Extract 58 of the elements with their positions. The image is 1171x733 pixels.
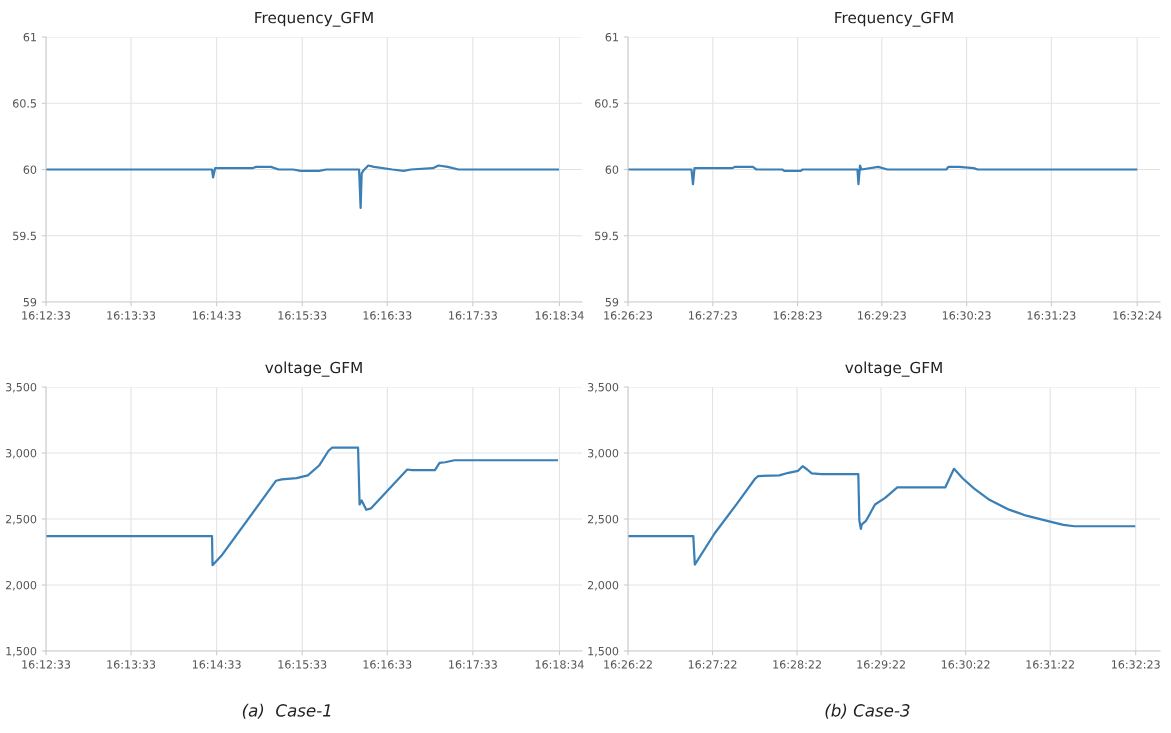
x-tick-label: 16:16:33: [363, 660, 412, 669]
x-tick-label: 16:28:23: [773, 311, 822, 320]
line-series: [46, 446, 558, 567]
x-tick-label: 16:31:22: [1026, 660, 1074, 669]
y-tick-label: 3,000: [588, 448, 619, 459]
y-tick-label: 59: [23, 297, 37, 307]
text: (a) Case-1: [242, 703, 331, 719]
x-tick-label: 16:17:33: [449, 311, 497, 320]
line-series: [628, 164, 1138, 186]
x-tick-label: 16:26:23: [604, 311, 653, 320]
y-tick-label: 3,500: [588, 382, 619, 393]
x-tick-label: 16:12:33: [22, 660, 71, 669]
text: (b) Case-3: [825, 703, 910, 719]
chart-title: voltage_GFM: [845, 361, 942, 377]
y-tick-label: 2,000: [587, 580, 619, 591]
chart-title: Frequency_GFM: [835, 11, 953, 27]
y-tick-label: 2,500: [587, 514, 619, 525]
y-tick-label: 3,500: [6, 382, 37, 393]
y-tick-label: 3,000: [6, 448, 37, 459]
y-tick-label: 2,500: [5, 514, 37, 525]
x-tick-label: 16:30:22: [941, 660, 990, 669]
y-tick-label: 2,000: [5, 580, 37, 591]
y-tick-label: 61: [605, 32, 618, 42]
x-tick-label: 16:30:23: [942, 311, 991, 320]
x-tick-label: 16:13:33: [107, 660, 156, 669]
x-tick-label: 16:16:33: [363, 311, 412, 320]
y-tick-label: 59.5: [595, 231, 618, 241]
y-tick-label: 60.5: [595, 99, 618, 108]
line-series: [628, 465, 1136, 566]
y-tick-label: 60: [605, 165, 619, 174]
x-tick-label: 16:32:23: [1111, 660, 1160, 669]
x-tick-label: 16:29:22: [857, 660, 905, 669]
x-tick-label: 16:15:33: [278, 311, 327, 320]
x-tick-label: 16:14:33: [192, 311, 241, 320]
y-tick-label: 59.5: [13, 231, 36, 241]
x-tick-label: 16:31:23: [1027, 311, 1076, 320]
line-series: [46, 164, 560, 210]
x-tick-label: 16:29:23: [858, 311, 906, 320]
x-tick-label: 16:17:33: [449, 660, 497, 669]
x-tick-label: 16:26:22: [604, 660, 652, 669]
x-tick-label: 16:15:33: [278, 660, 327, 669]
y-tick-label: 60: [23, 165, 37, 174]
x-tick-label: 16:13:33: [107, 311, 156, 320]
chart-title: Frequency_GFM: [255, 11, 373, 27]
y-tick-label: 60.5: [13, 99, 36, 108]
x-tick-label: 16:12:33: [22, 311, 71, 320]
x-tick-label: 16:18:34: [535, 311, 584, 320]
y-tick-label: 59: [605, 297, 619, 307]
x-tick-label: 16:32:24: [1113, 311, 1162, 320]
x-tick-label: 16:27:23: [689, 311, 737, 320]
x-tick-label: 16:14:33: [192, 660, 241, 669]
x-tick-label: 16:18:34: [535, 660, 584, 669]
y-tick-label: 61: [23, 32, 36, 42]
y-tick-label: 1,500: [6, 646, 37, 657]
x-tick-label: 16:28:22: [773, 660, 821, 669]
y-tick-label: 1,500: [588, 646, 619, 657]
chart-title: voltage_GFM: [265, 361, 362, 377]
x-tick-label: 16:27:22: [688, 660, 737, 669]
